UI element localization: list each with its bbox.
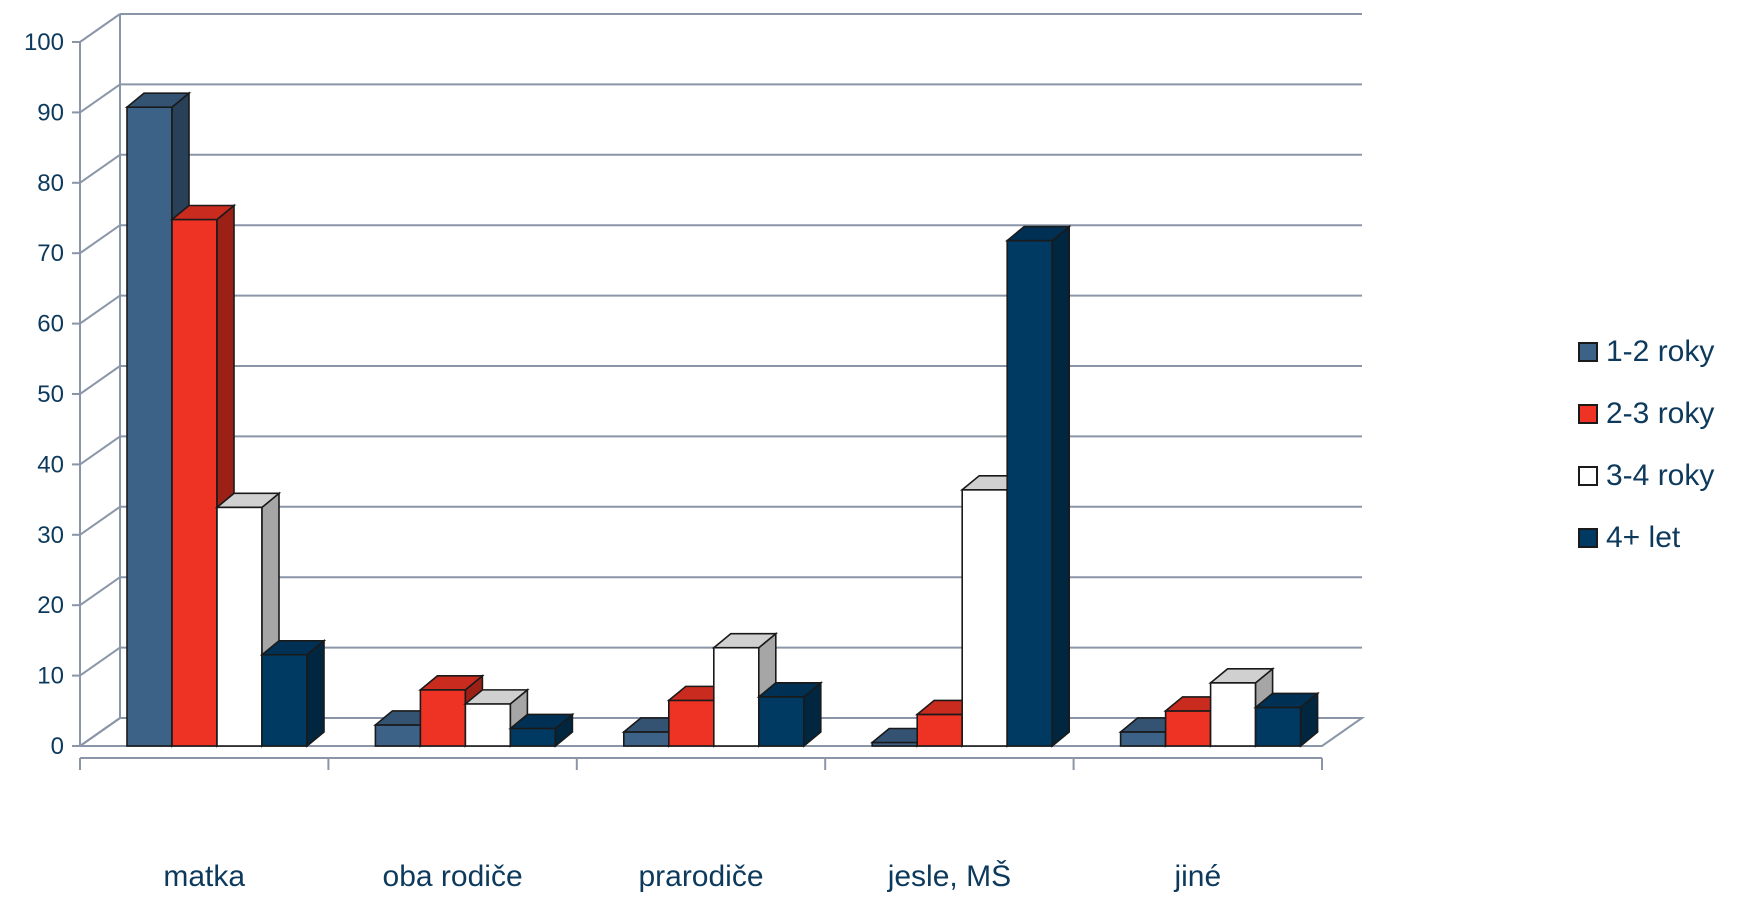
bar-front	[126, 106, 173, 747]
bar-top	[711, 632, 779, 649]
bar-top	[756, 682, 824, 698]
bar-top	[124, 92, 192, 108]
bar	[756, 681, 824, 748]
category-label: jesle, MŠ	[887, 859, 1011, 893]
y-tick-label: 30	[37, 522, 64, 549]
y-tick-label: 70	[37, 240, 64, 267]
category-label: jiné	[1173, 860, 1221, 893]
bar-top	[1004, 225, 1072, 242]
bar	[1253, 691, 1320, 748]
category-labels: matka oba rodiče prarodiče jesle, MŠ jiné	[163, 859, 1221, 893]
gridline-depth	[79, 576, 121, 607]
y-tick-label: 50	[37, 381, 64, 408]
bar-front	[757, 696, 805, 747]
bar-top	[418, 675, 485, 691]
legend-item: 2-3 roky	[1578, 394, 1714, 434]
gridline-depth	[79, 646, 121, 677]
y-tick-label: 60	[37, 311, 64, 338]
gridline-depth	[79, 153, 121, 184]
bar-top	[463, 689, 530, 705]
bar-front	[171, 218, 218, 747]
bar-top	[1253, 692, 1320, 709]
gridline-depth	[79, 505, 121, 536]
bar-front	[419, 689, 467, 747]
gridline-depth	[79, 435, 121, 466]
bar-front	[464, 703, 512, 747]
legend-swatch	[1578, 342, 1598, 362]
bar-top	[169, 204, 237, 221]
y-tick-label: 90	[37, 99, 64, 126]
gridline-depth	[79, 717, 121, 747]
bar	[508, 712, 575, 748]
x-axis	[79, 757, 1323, 770]
legend-label: 3-4 roky	[1606, 459, 1715, 492]
bar-front	[961, 488, 1009, 747]
gridline-depth	[79, 224, 121, 255]
y-tick-label: 0	[51, 733, 64, 760]
bar-front	[622, 731, 670, 747]
bar-top	[1208, 668, 1275, 684]
bar-front	[509, 727, 557, 747]
legend-item: 4+ let	[1578, 518, 1714, 558]
legend: 1-2 roky 2-3 roky 3-4 roky 4+ let	[1578, 332, 1714, 580]
y-tick-label: 20	[37, 592, 64, 619]
bar-side	[1051, 224, 1070, 748]
bar-front	[216, 506, 263, 747]
y-axis	[72, 41, 81, 747]
bar-front	[916, 713, 964, 747]
bar-top	[214, 492, 282, 509]
bar-top	[259, 639, 327, 656]
category-label: matka	[163, 860, 245, 893]
y-tick-label: 80	[37, 170, 64, 197]
bar-front	[1209, 682, 1257, 747]
y-tick-label: 100	[24, 29, 64, 56]
bar-side	[306, 639, 325, 748]
legend-item: 3-4 roky	[1578, 456, 1714, 496]
bar-top	[508, 713, 575, 730]
y-tick-label: 40	[37, 451, 64, 478]
bar	[1004, 224, 1072, 748]
legend-swatch	[1578, 466, 1598, 486]
gridline-depth	[79, 13, 121, 43]
bar	[259, 639, 327, 748]
gridline-depth	[79, 83, 121, 114]
y-tick-label: 10	[37, 663, 64, 690]
legend-label: 1-2 roky	[1606, 335, 1715, 368]
category-label: oba rodiče	[383, 860, 523, 893]
bar-front	[374, 724, 422, 747]
bar-front	[1254, 706, 1302, 747]
bar-front	[1119, 731, 1167, 747]
bar-front	[1164, 710, 1212, 747]
bar-front	[667, 699, 715, 747]
legend-swatch	[1578, 528, 1598, 548]
gridline-depth	[79, 294, 121, 325]
bar-front	[712, 646, 760, 747]
gridline-depth	[79, 365, 121, 395]
y-tick-labels: 0 10 20 30 40 50 60 70 80 90 100	[24, 29, 64, 760]
bar-front	[261, 653, 308, 747]
category-label: prarodiče	[638, 860, 763, 893]
legend-swatch	[1578, 404, 1598, 424]
bars	[124, 91, 1320, 748]
bar-front	[1006, 239, 1054, 747]
legend-item: 1-2 roky	[1578, 332, 1714, 372]
legend-label: 4+ let	[1606, 521, 1681, 554]
legend-label: 2-3 roky	[1606, 397, 1715, 430]
